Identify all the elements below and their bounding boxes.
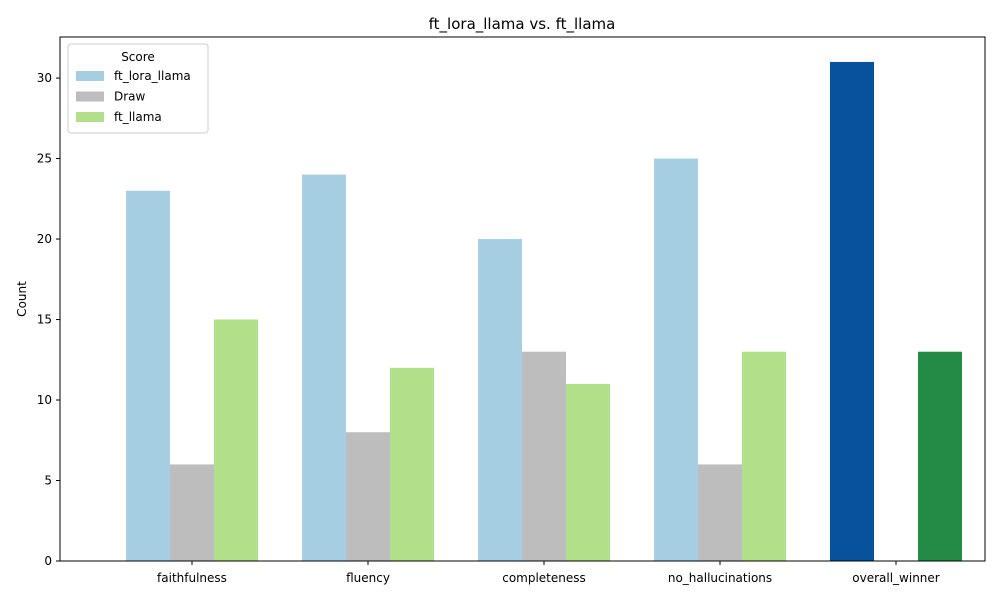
x-tick-label-fluency: fluency — [346, 571, 390, 585]
bar-ft_lora_llama-fluency — [302, 174, 346, 561]
plot-frame — [59, 36, 986, 562]
legend-title: Score — [121, 50, 155, 64]
y-tick-label: 30 — [37, 71, 52, 85]
legend-label-ft_llama: ft_llama — [114, 110, 162, 124]
chart-title: ft_lora_llama vs. ft_llama — [429, 15, 616, 34]
y-tick-label: 15 — [37, 313, 52, 327]
y-tick-label: 0 — [44, 554, 52, 568]
bar-ft_lora_llama-faithfulness — [126, 190, 170, 561]
bar-Draw-fluency — [346, 432, 390, 561]
bar-ft_lora_llama-no_hallucinations — [654, 158, 698, 561]
y-tick-label: 10 — [37, 393, 52, 407]
bar-ft_llama-completeness — [566, 383, 610, 561]
legend: Score ft_lora_llama Draw ft_llama — [67, 43, 209, 134]
axes-layer: 0 5 10 15 20 25 30 faithfulness fluency completen… — [37, 36, 986, 585]
x-tick-label-no_hallucinations: no_hallucinations — [668, 571, 772, 585]
bar-Draw-faithfulness — [170, 464, 214, 561]
y-tick-label: 5 — [44, 474, 52, 488]
bar-ft_lora_llama-overall_winner — [830, 61, 874, 561]
y-tick-label: 25 — [37, 152, 52, 166]
x-tick-label-overall_winner: overall_winner — [852, 571, 940, 585]
legend-swatch-Draw — [76, 91, 104, 102]
bar-Draw-completeness — [522, 351, 566, 561]
y-axis-label: Count — [15, 281, 29, 317]
legend-box — [67, 43, 209, 134]
x-tick-label-completeness: completeness — [502, 571, 586, 585]
legend-label-ft_lora_llama: ft_lora_llama — [114, 69, 191, 83]
bar-ft_llama-faithfulness — [214, 319, 258, 561]
x-tick-label-faithfulness: faithfulness — [157, 571, 227, 585]
bar-ft_llama-no_hallucinations — [742, 351, 786, 561]
bar-ft_llama-fluency — [390, 367, 434, 561]
legend-label-Draw: Draw — [114, 90, 146, 104]
bar-ft_lora_llama-completeness — [478, 239, 522, 561]
bars-layer — [126, 61, 962, 561]
legend-swatch-ft_llama — [76, 112, 104, 122]
legend-swatch-ft_lora_llama — [76, 71, 104, 81]
y-tick-label: 20 — [37, 232, 52, 246]
bar-ft_llama-overall_winner — [918, 351, 962, 561]
bar-Draw-no_hallucinations — [698, 464, 742, 561]
